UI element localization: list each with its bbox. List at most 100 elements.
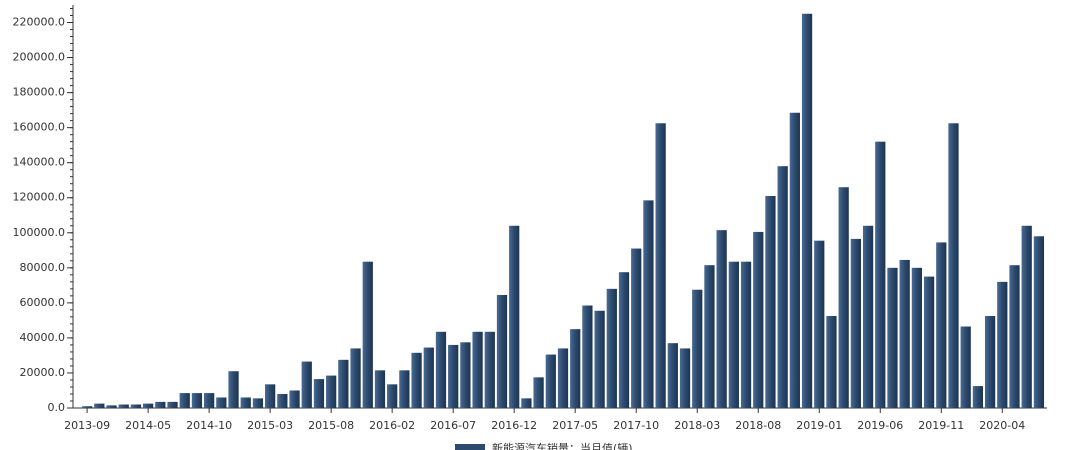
bar: [740, 261, 752, 408]
x-tick-label: 2019-11: [918, 419, 964, 432]
x-tick-label: 2019-06: [857, 419, 903, 432]
bar: [850, 238, 861, 408]
bar: [533, 377, 544, 408]
bar: [179, 393, 190, 408]
x-tick-label: 2018-08: [735, 419, 781, 432]
y-tick-label: 100000.0: [13, 226, 66, 239]
bar: [704, 265, 715, 408]
bar: [326, 375, 337, 408]
bar: [923, 276, 935, 408]
bar: [216, 397, 227, 408]
bar: [277, 393, 288, 408]
bar: [338, 359, 349, 408]
y-tick-label: 200000.0: [13, 51, 66, 64]
bar: [374, 370, 386, 408]
bar: [655, 123, 666, 409]
bar: [204, 393, 215, 408]
bar: [667, 343, 678, 408]
x-tick-label: 2016-12: [491, 419, 537, 432]
bar: [496, 294, 508, 408]
bar: [252, 398, 264, 408]
bar: [313, 379, 325, 408]
bar: [582, 305, 593, 408]
bar: [155, 401, 166, 408]
bar: [594, 310, 605, 408]
bar: [106, 405, 117, 408]
bar: [765, 195, 776, 408]
x-tick-label: 2015-08: [308, 419, 354, 432]
bar: [191, 393, 203, 408]
bar: [643, 200, 654, 408]
y-tick-label: 120000.0: [13, 191, 66, 204]
bar: [972, 386, 984, 408]
y-tick-label: 80000.0: [20, 261, 66, 274]
y-tick-label: 140000.0: [13, 156, 66, 169]
bar: [911, 267, 922, 408]
x-tick-label: 2016-07: [430, 419, 476, 432]
bar: [301, 361, 312, 408]
bar: [423, 347, 434, 408]
bar: [692, 289, 703, 408]
bar: [728, 261, 739, 408]
bar: [1033, 236, 1045, 408]
x-tick-label: 2019-01: [796, 419, 842, 432]
bar: [801, 13, 813, 409]
bar: [557, 348, 569, 408]
bar: [887, 267, 898, 408]
bar: [94, 403, 105, 408]
y-tick-label: 180000.0: [13, 86, 66, 99]
y-tick-label: 220000.0: [13, 16, 66, 29]
bar: [789, 112, 800, 408]
bar: [484, 331, 495, 408]
x-tick-label: 2018-03: [674, 419, 720, 432]
bar: [448, 344, 459, 408]
bar: [265, 384, 276, 408]
legend-label: 新能源汽车销量：当月值(辆): [492, 441, 633, 450]
x-tick-label: 2015-03: [247, 419, 293, 432]
bar: [387, 384, 398, 408]
bar: [631, 248, 642, 408]
bar: [899, 259, 910, 408]
bar: [142, 403, 154, 408]
bar: [679, 348, 691, 408]
bar: [509, 225, 520, 408]
bar: [826, 316, 837, 408]
bar: [130, 404, 142, 408]
bar: [1021, 225, 1032, 408]
bar: [936, 242, 947, 408]
x-tick-label: 2017-10: [613, 419, 659, 432]
x-tick-label: 2016-02: [369, 419, 415, 432]
bar: [411, 352, 422, 408]
bar: [814, 240, 825, 408]
x-tick-label: 2017-05: [552, 419, 598, 432]
y-tick-label: 160000.0: [13, 121, 66, 134]
x-tick-label: 2014-10: [186, 419, 232, 432]
bar: [984, 316, 996, 408]
bar: [399, 370, 410, 408]
bar: [838, 187, 849, 408]
bar: [606, 288, 617, 408]
bar: [997, 281, 1008, 408]
y-tick-label: 0.0: [48, 401, 66, 414]
y-tick-label: 40000.0: [20, 331, 66, 344]
x-tick-label: 2014-05: [125, 419, 171, 432]
bar: [777, 166, 788, 408]
bar: [875, 141, 886, 409]
bar: [228, 371, 239, 408]
y-tick-label: 60000.0: [20, 296, 66, 309]
legend-swatch: [455, 444, 485, 450]
bar: [716, 230, 727, 408]
bar: [118, 404, 129, 408]
bar: [570, 329, 581, 408]
bar: [521, 398, 532, 408]
bar: [545, 354, 556, 408]
bar: [289, 390, 300, 408]
bar: [460, 342, 471, 408]
bar: [753, 231, 764, 408]
bar: [472, 331, 483, 408]
bar: [362, 261, 373, 408]
bar: [948, 123, 959, 409]
bar: [1009, 265, 1020, 408]
bar: [81, 406, 93, 408]
